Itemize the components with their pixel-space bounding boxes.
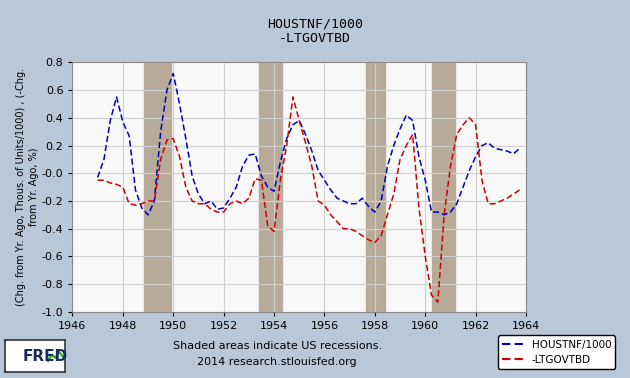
Text: FRED: FRED xyxy=(23,349,68,364)
Text: 2014 research.stlouisfed.org: 2014 research.stlouisfed.org xyxy=(197,357,357,367)
Text: -LTGOVTBD: -LTGOVTBD xyxy=(279,32,351,45)
Bar xyxy=(367,62,386,312)
Bar xyxy=(432,62,455,312)
Legend: HOUSTNF/1000, -LTGOVTBD: HOUSTNF/1000, -LTGOVTBD xyxy=(498,335,616,369)
Text: Shaded areas indicate US recessions.: Shaded areas indicate US recessions. xyxy=(173,341,382,351)
Y-axis label: (Chg. from Yr. Ago, Thous. of Units/1000) , (-Chg.
from Yr. Ago, %): (Chg. from Yr. Ago, Thous. of Units/1000… xyxy=(16,68,39,306)
Bar xyxy=(144,62,171,312)
Bar xyxy=(260,62,282,312)
Text: HOUSTNF/1000: HOUSTNF/1000 xyxy=(267,17,363,30)
